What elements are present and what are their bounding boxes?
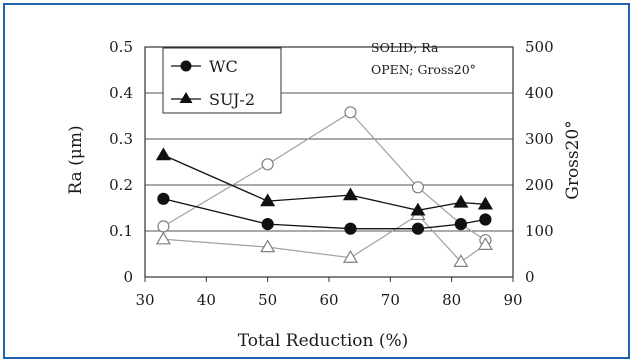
series-open-2-point [157,220,170,233]
legend-box [162,47,282,114]
series-suj2-1-point [260,193,276,207]
series-wc-0-point [454,218,467,231]
series-wc-0-point [261,218,274,231]
legend-marker-suj2 [179,92,193,103]
left-y-tick-label: 0 [123,268,133,286]
x-axis-title: Total Reduction (%) [238,331,409,351]
series-open-3-point [260,239,276,253]
series-open-2-point [344,106,357,119]
legend-label-suj2: SUJ-2 [209,90,255,109]
chart: 30 40 50 60 70 80 90 0 0.1 0.2 0.3 0.4 0.5 0 100 200 3… [66,38,583,351]
annotation-open: OPEN; Gross20° [371,62,476,77]
left-y-tick-label: 0.1 [109,222,133,240]
x-tick-label: 70 [381,291,400,309]
left-y-axis-ticks: 0 0.1 0.2 0.3 0.4 0.5 [109,38,133,286]
right-y-tick-label: 100 [525,222,554,240]
right-y-axis-ticks: 0 100 200 300 400 500 [525,38,554,286]
open-series-layer [155,106,493,267]
series-open-3-point [342,249,359,263]
left-y-tick-label: 0.4 [109,84,133,102]
grid-lines [145,92,513,232]
right-y-tick-label: 400 [525,84,554,102]
series-open-3-line [163,214,486,263]
x-tick-label: 30 [135,291,154,309]
x-tick-label: 80 [442,291,461,309]
right-y-tick-label: 200 [525,176,554,194]
series-wc-0-point [479,213,492,226]
series-suj2-1-point [155,147,171,161]
left-y-tick-label: 0.2 [109,176,133,194]
series-suj2-1-point [342,187,359,201]
series-suj2-1-point [477,196,493,210]
left-y-tick-label: 0.3 [109,130,133,148]
series-open-2-point [411,181,425,194]
left-y-tick-label: 0.5 [109,38,133,56]
legend-label-wc: WC [209,57,238,76]
annotation-solid: SOLID; Ra [371,40,439,55]
series-suj2-1-point [410,202,426,216]
series-open-2-point [261,158,274,171]
right-y-axis-title: Gross20° [563,120,583,200]
left-y-axis-title: Ra (μm) [66,125,86,194]
series-wc-0-point [157,192,170,205]
x-axis-ticks: 30 40 50 60 70 80 90 [135,277,523,309]
series-suj2-1-line [163,154,486,211]
legend: WC SUJ-2 [162,47,282,114]
series-wc-0-point [411,222,425,235]
right-y-tick-label: 300 [525,130,554,148]
legend-marker-wc [180,60,192,72]
right-y-tick-label: 0 [525,268,535,286]
x-tick-label: 90 [503,291,522,309]
series-open-3-point [155,231,171,245]
x-tick-label: 60 [319,291,338,309]
series-open-3-point [453,254,469,267]
series-suj2-1-point [453,194,469,208]
x-tick-label: 50 [258,291,277,309]
x-tick-label: 40 [197,291,216,309]
series-wc-0-point [344,222,357,235]
series-open-3-point [477,237,493,250]
solid-series-layer [155,147,493,235]
right-y-tick-label: 500 [525,38,554,56]
chart-frame: 30 40 50 60 70 80 90 0 0.1 0.2 0.3 0.4 0.5 0 100 200 3… [3,3,630,359]
